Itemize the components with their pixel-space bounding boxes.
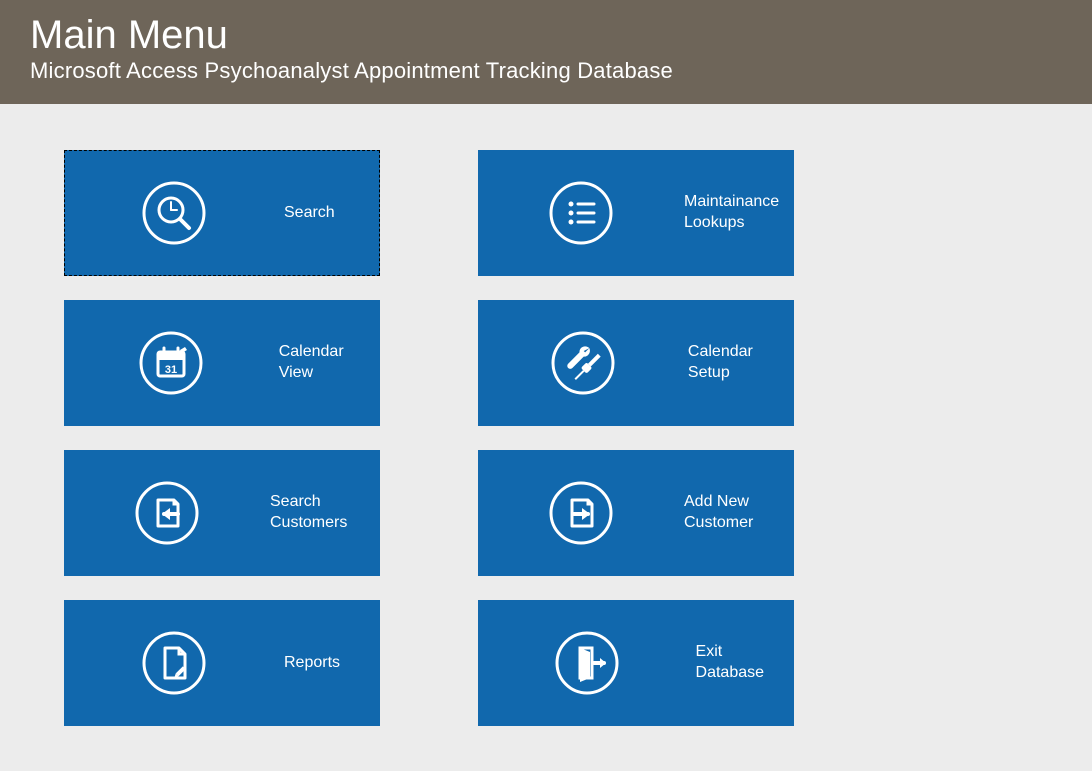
tile-label: Maintainance Lookups xyxy=(684,192,794,234)
exit-icon xyxy=(478,630,696,696)
tile-search-customers[interactable]: Search Customers xyxy=(64,450,380,576)
tile-label: Reports xyxy=(284,653,340,674)
import-icon xyxy=(64,480,270,546)
body: Search Maintainance Lookups xyxy=(0,104,1092,726)
tile-label: Exit Database xyxy=(696,642,794,684)
tile-label: Add New Customer xyxy=(684,492,794,534)
tile-exit[interactable]: Exit Database xyxy=(478,600,794,726)
svg-text:31: 31 xyxy=(165,364,177,376)
tile-label: Search Customers xyxy=(270,492,380,534)
page: Main Menu Microsoft Access Psychoanalyst… xyxy=(0,0,1092,771)
tile-add-customer[interactable]: Add New Customer xyxy=(478,450,794,576)
report-icon xyxy=(64,630,284,696)
page-title: Main Menu xyxy=(30,14,1062,56)
tile-label: Calendar Setup xyxy=(688,342,794,384)
list-icon xyxy=(478,180,684,246)
magnifier-clock-icon xyxy=(64,180,284,246)
tile-calendar-setup[interactable]: Calendar Setup xyxy=(478,300,794,426)
tile-reports[interactable]: Reports xyxy=(64,600,380,726)
tile-maintenance[interactable]: Maintainance Lookups xyxy=(478,150,794,276)
tile-search[interactable]: Search xyxy=(64,150,380,276)
tile-grid: Search Maintainance Lookups xyxy=(64,150,1028,726)
page-subtitle: Microsoft Access Psychoanalyst Appointme… xyxy=(30,58,1062,84)
calendar-icon: 31 xyxy=(64,330,279,396)
export-icon xyxy=(478,480,684,546)
tile-label: Calendar View xyxy=(279,342,380,384)
tools-icon xyxy=(478,330,688,396)
tile-calendar-view[interactable]: 31 Calendar View xyxy=(64,300,380,426)
header: Main Menu Microsoft Access Psychoanalyst… xyxy=(0,0,1092,104)
tile-label: Search xyxy=(284,203,335,224)
